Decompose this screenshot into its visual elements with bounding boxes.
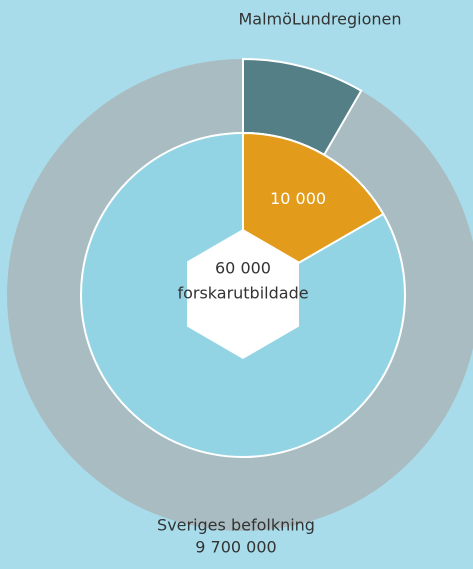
segment-name: MalmöLundregionen xyxy=(238,10,401,29)
inner-total-label: 60 000 xyxy=(215,259,271,278)
center-hexagon xyxy=(187,229,299,359)
inner-name: forskarutbildade xyxy=(177,284,308,303)
inner-segment-label: 10 000 xyxy=(270,189,326,208)
outer-name: Sveriges befolkning xyxy=(157,516,315,535)
outer-total-label: 9 700 000 xyxy=(195,538,276,557)
